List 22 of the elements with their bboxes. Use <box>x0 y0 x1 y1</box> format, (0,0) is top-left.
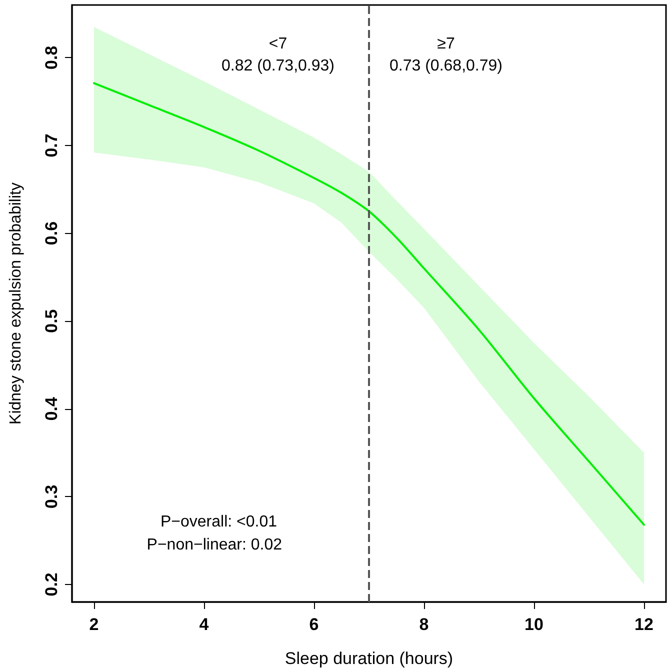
y-tick-label: 0.7 <box>42 134 61 158</box>
x-tick-label: 4 <box>199 615 210 634</box>
annotation: 0.73 (0.68,0.79) <box>390 58 502 74</box>
x-tick-label: 8 <box>419 615 429 634</box>
y-axis-title: Kidney stone expulsion probability <box>8 182 24 424</box>
x-tick-label: 2 <box>89 615 99 634</box>
x-axis-title: Sleep duration (hours) <box>284 649 454 668</box>
y-tick-label: 0.6 <box>42 221 61 246</box>
line-series <box>93 82 645 526</box>
annotation: 0.82 (0.73,0.93) <box>222 58 334 74</box>
y-tick-label: 0.3 <box>42 484 61 508</box>
x-tick-label: 10 <box>524 615 544 634</box>
annotation: P−non−linear: 0.02 <box>146 536 282 554</box>
annotation: ≥7 <box>437 36 455 52</box>
y-tick-label: 0.2 <box>42 572 61 596</box>
annotation: P−overall: <0.01 <box>160 514 278 530</box>
y-tick-label: 0.4 <box>42 396 61 421</box>
x-tick-label: 12 <box>634 615 654 634</box>
x-tick-label: 6 <box>309 615 319 634</box>
y-tick-label: 0.5 <box>42 309 61 333</box>
annotation: <7 <box>268 36 288 52</box>
y-tick-label: 0.8 <box>42 46 61 70</box>
